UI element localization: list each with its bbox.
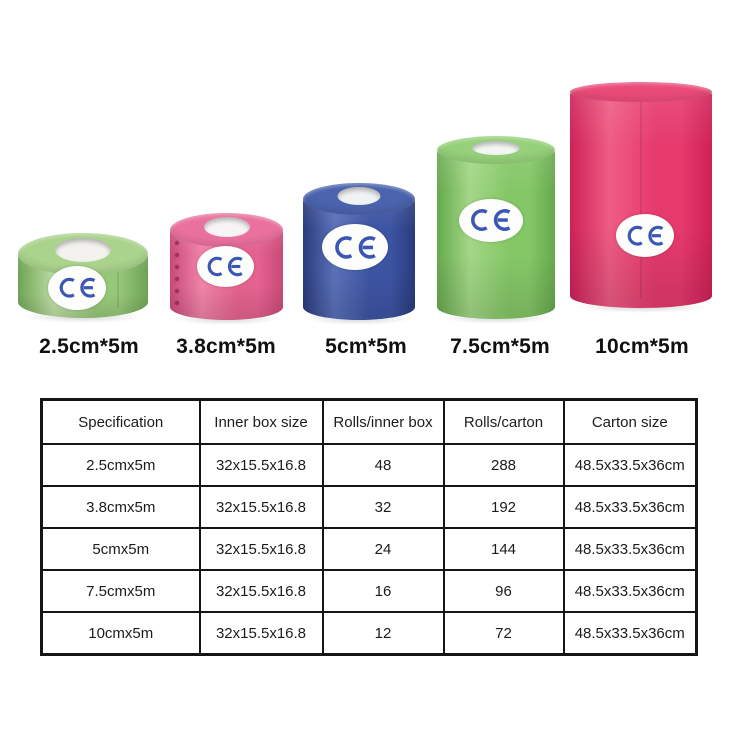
size-label-5cm: 5cm*5m [325,335,407,358]
tape-roll-5cm: CE [303,183,415,325]
tape-roll-core-hole [337,187,381,205]
table-cell: 48.5x33.5x36cm [562,569,698,613]
tape-roll-core-hole [203,217,250,237]
ce-badge: CE [459,199,523,242]
table-cell: 10cmx5m [40,611,201,656]
table-cell: 3.8cmx5m [40,485,201,529]
size-label-2-5cm: 2.5cm*5m [39,335,139,358]
table-cell: 32x15.5x16.8 [198,569,324,613]
header-inner-box-size: Inner box size [198,398,324,445]
tape-roll-7-5cm: CE [437,136,555,324]
table-cell: 32x15.5x16.8 [198,611,324,656]
ce-mark-icon [334,235,376,259]
header-carton-size: Carton size [562,398,698,445]
table-cell: 48.5x33.5x36cm [562,443,698,487]
tape-roll-2-5cm: CE [18,233,148,323]
tape-roll-3-8cm: CE [170,213,283,325]
table-cell: 24 [321,527,445,571]
table-cell: 5cmx5m [40,527,201,571]
size-label-3-8cm: 3.8cm*5m [176,335,276,358]
table-cell: 48.5x33.5x36cm [562,485,698,529]
ce-badge: CE [48,266,106,310]
tape-roll-top [570,82,712,102]
spec-table-header-row: Specification Inner box size Rolls/inner… [40,398,698,445]
table-cell: 32 [321,485,445,529]
ce-badge: CE [322,224,388,270]
table-cell: 32x15.5x16.8 [198,485,324,529]
spec-table: Specification Inner box size Rolls/inner… [40,398,698,656]
table-row: 2.5cmx5m 32x15.5x16.8 48 288 48.5x33.5x3… [40,443,698,487]
table-row: 10cmx5m 32x15.5x16.8 12 72 48.5x33.5x36c… [40,611,698,656]
table-cell: 96 [442,569,565,613]
ce-badge: CE [197,246,254,287]
table-cell: 32x15.5x16.8 [198,443,324,487]
tape-seam [116,258,119,308]
tape-roll-core-hole [472,141,520,155]
table-cell: 2.5cmx5m [40,443,201,487]
tape-roll-core-hole [55,238,111,262]
size-label-7-5cm: 7.5cm*5m [450,335,550,358]
table-cell: 7.5cmx5m [40,569,201,613]
table-cell: 12 [321,611,445,656]
table-cell: 48.5x33.5x36cm [562,527,698,571]
size-label-10cm: 10cm*5m [595,335,689,358]
table-cell: 32x15.5x16.8 [198,527,324,571]
ce-mark-icon [471,209,511,232]
table-row: 3.8cmx5m 32x15.5x16.8 32 192 48.5x33.5x3… [40,485,698,529]
table-cell: 16 [321,569,445,613]
table-cell: 72 [442,611,565,656]
table-cell: 48.5x33.5x36cm [562,611,698,656]
header-specification: Specification [40,398,201,445]
header-rolls-carton: Rolls/carton [442,398,565,445]
ce-mark-icon [59,278,95,298]
header-rolls-inner-box: Rolls/inner box [321,398,445,445]
ce-badge: CE [616,214,674,257]
ce-mark-icon [627,225,663,246]
table-row: 7.5cmx5m 32x15.5x16.8 16 96 48.5x33.5x36… [40,569,698,613]
table-cell: 48 [321,443,445,487]
ce-mark-icon [208,256,244,277]
table-cell: 192 [442,485,565,529]
table-cell: 144 [442,527,565,571]
tape-seam [639,96,642,298]
table-cell: 288 [442,443,565,487]
tape-perforation-dots [172,238,182,310]
tape-roll-side [570,92,712,308]
tape-roll-10cm: CE [570,82,712,313]
table-row: 5cmx5m 32x15.5x16.8 24 144 48.5x33.5x36c… [40,527,698,571]
